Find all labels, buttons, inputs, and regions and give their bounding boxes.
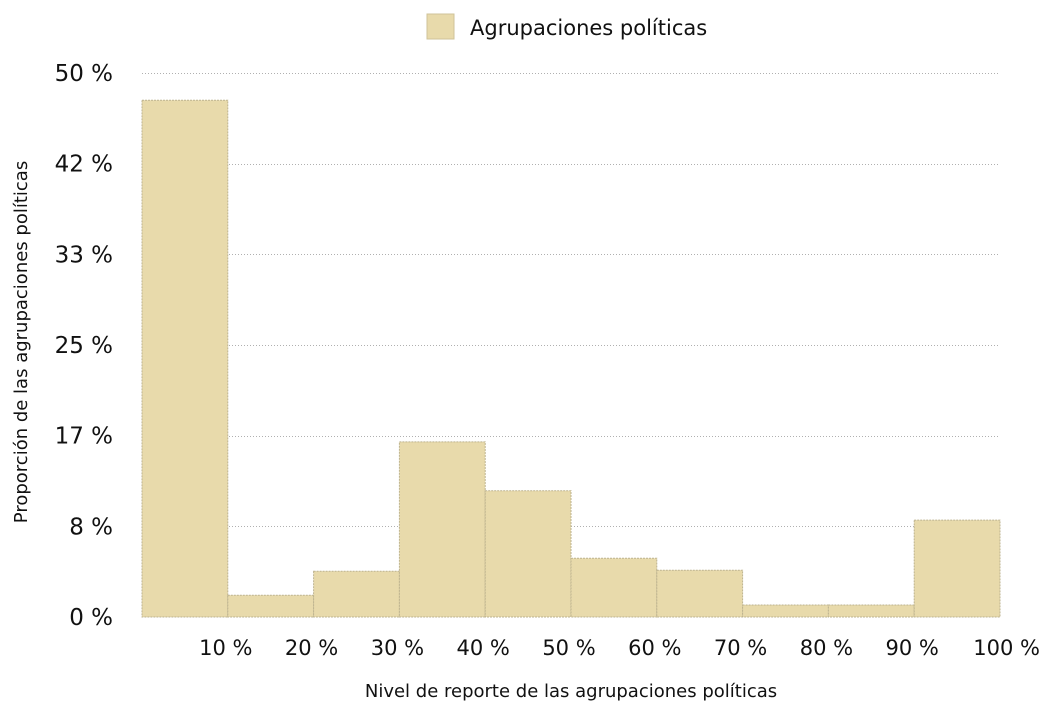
bar-50-60 bbox=[570, 557, 658, 618]
x-tick-label-2: 30 % bbox=[371, 636, 424, 660]
bars bbox=[141, 99, 1001, 618]
legend: Agrupaciones políticas bbox=[426, 13, 707, 40]
x-tick-label-4: 50 % bbox=[542, 636, 595, 660]
x-tick-label-3: 40 % bbox=[457, 636, 510, 660]
bar-20-30 bbox=[313, 570, 400, 618]
x-tick-label-1: 20 % bbox=[285, 636, 338, 660]
x-axis-title: Nivel de reporte de las agrupaciones pol… bbox=[365, 681, 777, 702]
bar-0-10 bbox=[141, 99, 229, 618]
bar-90-100 bbox=[913, 519, 1001, 618]
x-tick-label-8: 90 % bbox=[886, 636, 939, 660]
y-tick-label-1: 8 % bbox=[69, 514, 113, 540]
x-tick-label-9: 100 % bbox=[973, 636, 1040, 660]
bar-70-80 bbox=[742, 604, 829, 618]
bar-10-20 bbox=[227, 594, 315, 618]
x-tick-label-7: 80 % bbox=[800, 636, 853, 660]
bar-40-50 bbox=[484, 490, 572, 618]
y-tick-label-6: 50 % bbox=[55, 61, 113, 87]
y-tick-label-2: 17 % bbox=[55, 424, 113, 450]
y-axis-ticks: 0 % 8 % 17 % 25 % 33 % 42 % 50 % bbox=[55, 61, 113, 631]
y-tick-label-5: 42 % bbox=[55, 152, 113, 178]
x-axis-ticks: 10 % 20 % 30 % 40 % 50 % 60 % 70 % 80 % 90 % 100 … bbox=[199, 636, 1040, 660]
x-tick-label-0: 10 % bbox=[199, 636, 252, 660]
x-tick-label-5: 60 % bbox=[628, 636, 681, 660]
legend-label: Agrupaciones políticas bbox=[470, 16, 707, 40]
x-tick-label-6: 70 % bbox=[714, 636, 767, 660]
bar-80-90 bbox=[827, 604, 915, 618]
gridlines bbox=[142, 73, 1000, 527]
y-tick-label-4: 33 % bbox=[55, 242, 113, 268]
legend-swatch bbox=[426, 13, 455, 40]
bar-60-70 bbox=[656, 569, 744, 618]
bar-30-40 bbox=[398, 441, 486, 618]
y-tick-label-3: 25 % bbox=[55, 333, 113, 359]
y-tick-label-0: 0 % bbox=[69, 605, 113, 631]
y-axis-title: Proporción de las agrupaciones políticas bbox=[11, 161, 32, 523]
